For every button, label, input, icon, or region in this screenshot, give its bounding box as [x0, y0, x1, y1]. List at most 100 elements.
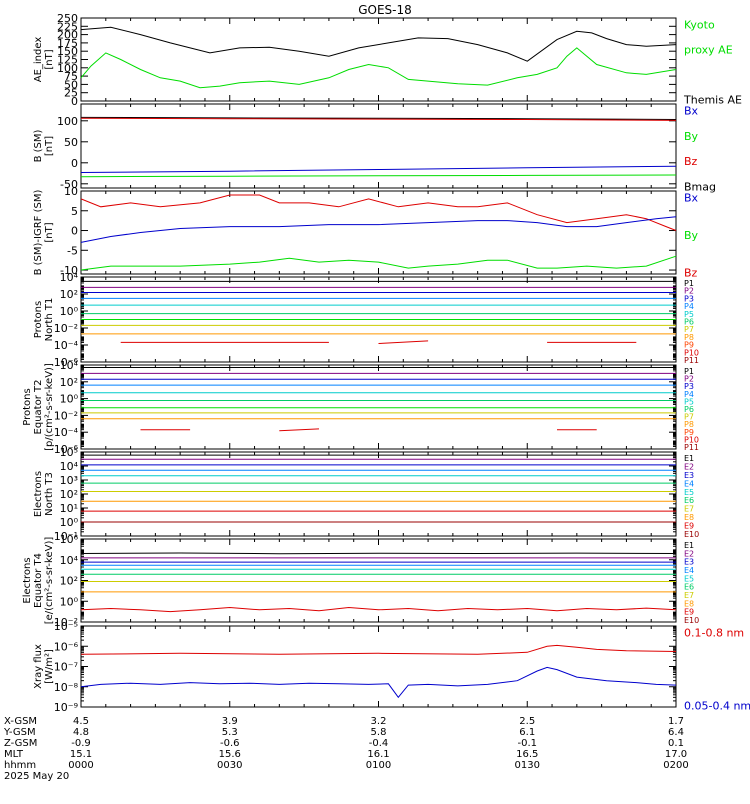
legend-item: 0.05-0.4 nm: [684, 700, 750, 713]
x-tick-label: 1.7: [668, 716, 684, 727]
panel-6: 10⁻² 10⁰ 10² 10⁴ 10⁶ Electrons Equator T4 [e/(c…: [22, 533, 699, 629]
y-axis-label: Electrons: [22, 557, 33, 603]
panel-1: -50 0 50 100 B (SM) [nT] Bx By Bz Bmag: [33, 103, 716, 194]
legend-item: E4: [684, 479, 694, 488]
y-tick-label: 10¹: [60, 502, 78, 515]
legend-item: P4: [684, 302, 694, 311]
legend-item: Bz: [684, 267, 698, 280]
legend-item: By: [684, 130, 699, 143]
x-tick-label: 0200: [663, 760, 688, 771]
panel-4: 10⁻⁶ 10⁻⁴ 10⁻² 10⁰ 10² 10⁴ Protons Equator T2 [p…: [22, 359, 699, 456]
series-line: [80, 644, 677, 655]
y-tick-label: 225: [57, 20, 78, 33]
legend-item: P1: [684, 279, 694, 288]
legend-item: E6: [684, 496, 694, 505]
legend-item: proxy AE: [684, 44, 733, 57]
legend-item: E5: [684, 488, 694, 497]
y-tick-label: 100: [57, 62, 78, 75]
legend-item: P7: [684, 413, 694, 422]
x-row-label: Y-GSM: [3, 727, 36, 738]
legend-item: E1: [684, 454, 694, 463]
y-tick-label: 10⁴: [60, 271, 79, 284]
x-tick-label: -0.1: [517, 738, 537, 749]
y-tick-label: -50: [60, 178, 78, 191]
x-tick-label: 4.5: [73, 716, 89, 727]
legend-item: Themis AE: [683, 94, 742, 107]
legend-item: Bz: [684, 155, 698, 168]
y-tick-label: 10⁻²: [54, 409, 78, 422]
panel-3: 10⁻⁶ 10⁻⁴ 10⁻² 10⁰ 10² 10⁴ Protons North T1 P1P2…: [33, 271, 699, 369]
y-axis-label: [e/(cm²-s-sr-keV)]: [44, 537, 55, 625]
x-tick-label: 3.2: [371, 716, 387, 727]
y-tick-label: 10⁻⁵: [54, 620, 78, 633]
y-axis-label: Protons: [33, 301, 44, 338]
legend-item: P10: [684, 348, 699, 357]
y-tick-label: 10: [64, 185, 78, 198]
y-axis-label: Equator T4: [33, 553, 44, 608]
y-axis-label: Equator T2: [33, 380, 44, 435]
y-tick-label: 175: [57, 37, 78, 50]
legend-item: E9: [684, 522, 694, 531]
panel-2: -10 -5 0 5 10 B (SM)-IGRF (SM) [nT] Bx By Bz: [33, 185, 699, 280]
y-axis-label: Electrons: [33, 471, 44, 517]
y-tick-label: 10⁰: [60, 393, 79, 406]
legend-item: P2: [684, 287, 694, 296]
chart-title: GOES-18: [358, 3, 412, 17]
date-label: 2025 May 20: [4, 771, 69, 782]
y-tick-label: 10⁻⁴: [54, 339, 79, 352]
x-tick-label: 0.1: [668, 738, 684, 749]
panel-7: 10⁻⁹ 10⁻⁸ 10⁻⁷ 10⁻⁶ 10⁻⁵ Xray flux [W/m²] 0.1-0…: [33, 620, 750, 714]
legend-item: P6: [684, 318, 694, 327]
series-line: [80, 606, 677, 613]
y-tick-label: -5: [67, 244, 78, 257]
legend-item: P3: [684, 382, 694, 391]
x-tick-label: -0.9: [71, 738, 91, 749]
panel-frame: [80, 190, 677, 275]
y-axis-label: North T3: [44, 472, 55, 516]
y-axis-label: AE_index: [33, 37, 44, 83]
y-tick-label: 10⁰: [60, 595, 79, 608]
legend-item: E7: [684, 591, 694, 600]
x-tick-label: 5.3: [222, 727, 238, 738]
y-tick-label: 10⁴: [60, 359, 79, 372]
x-row-label: Z-GSM: [4, 738, 37, 749]
series-line: [279, 428, 320, 432]
legend-item: 0.1-0.8 nm: [684, 627, 744, 640]
series-line: [80, 116, 677, 120]
y-tick-label: 10⁻⁶: [54, 356, 79, 369]
series-line: [80, 552, 677, 555]
y-tick-label: 10⁻⁶: [54, 640, 79, 653]
legend-item: Kyoto: [684, 19, 715, 32]
x-tick-label: 6.4: [668, 727, 684, 738]
x-tick-label: 6.1: [519, 727, 535, 738]
y-tick-label: 75: [64, 70, 78, 83]
y-tick-label: 200: [57, 29, 78, 42]
y-axis-label: Xray flux: [33, 644, 44, 689]
x-row-label: hhmm: [4, 760, 36, 771]
legend-item: E1: [684, 541, 694, 550]
x-tick-label: 0100: [366, 760, 391, 771]
series-line: [80, 666, 677, 699]
legend-item: P8: [684, 420, 694, 429]
y-axis-label: [nT]: [44, 49, 55, 69]
legend-item: P9: [684, 341, 694, 350]
y-tick-label: 10⁶: [60, 533, 79, 546]
series-line: [80, 194, 677, 231]
x-tick-label: 0130: [515, 760, 540, 771]
legend-item: E2: [684, 549, 694, 558]
y-tick-label: 10⁻⁷: [54, 661, 78, 674]
y-tick-label: 10⁻⁹: [54, 701, 78, 714]
y-tick-label: 0: [71, 157, 78, 170]
x-tick-label: 0030: [217, 760, 242, 771]
panel-frame: [80, 364, 677, 450]
x-tick-label: 2.5: [519, 716, 535, 727]
legend-item: P4: [684, 390, 694, 399]
y-tick-label: 10⁵: [60, 446, 78, 459]
series-line: [80, 165, 677, 173]
x-tick-label: -0.6: [220, 738, 240, 749]
series-line: [80, 255, 677, 271]
